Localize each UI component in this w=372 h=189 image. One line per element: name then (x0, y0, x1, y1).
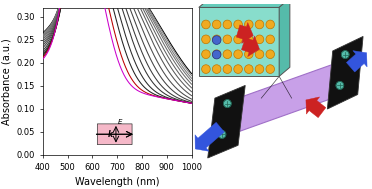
Circle shape (266, 50, 275, 59)
Circle shape (255, 65, 264, 74)
Y-axis label: Absorbance (a.u.): Absorbance (a.u.) (1, 38, 11, 125)
Circle shape (244, 20, 253, 29)
Circle shape (234, 65, 243, 74)
Polygon shape (236, 22, 253, 43)
Polygon shape (346, 51, 367, 72)
Circle shape (244, 65, 253, 74)
Polygon shape (306, 97, 326, 118)
Circle shape (255, 50, 264, 59)
Circle shape (212, 50, 221, 59)
Circle shape (266, 65, 275, 74)
Circle shape (234, 35, 243, 44)
Circle shape (202, 20, 210, 29)
Polygon shape (199, 7, 279, 76)
Text: k: k (108, 130, 113, 139)
Circle shape (212, 50, 221, 59)
Circle shape (223, 50, 232, 59)
Circle shape (266, 20, 275, 29)
Circle shape (212, 36, 221, 44)
Circle shape (202, 35, 210, 44)
Circle shape (255, 20, 264, 29)
Text: E: E (118, 119, 122, 125)
Circle shape (212, 35, 221, 44)
Circle shape (223, 20, 232, 29)
Circle shape (223, 35, 232, 44)
Circle shape (255, 35, 264, 44)
Circle shape (234, 50, 243, 59)
Circle shape (336, 81, 344, 89)
Circle shape (218, 130, 226, 138)
Polygon shape (208, 85, 245, 158)
X-axis label: Wavelength (nm): Wavelength (nm) (75, 177, 160, 187)
Polygon shape (195, 122, 224, 151)
Polygon shape (279, 0, 290, 76)
Circle shape (266, 35, 275, 44)
Circle shape (212, 65, 221, 74)
Circle shape (202, 50, 210, 59)
Polygon shape (241, 36, 260, 57)
Circle shape (202, 65, 210, 74)
Circle shape (244, 50, 253, 59)
Circle shape (244, 35, 253, 44)
Circle shape (341, 51, 349, 59)
Polygon shape (199, 0, 290, 7)
Circle shape (212, 20, 221, 29)
FancyBboxPatch shape (97, 124, 132, 145)
Polygon shape (231, 62, 340, 134)
Circle shape (223, 65, 232, 74)
Circle shape (224, 100, 231, 108)
Polygon shape (327, 36, 363, 109)
Circle shape (234, 20, 243, 29)
